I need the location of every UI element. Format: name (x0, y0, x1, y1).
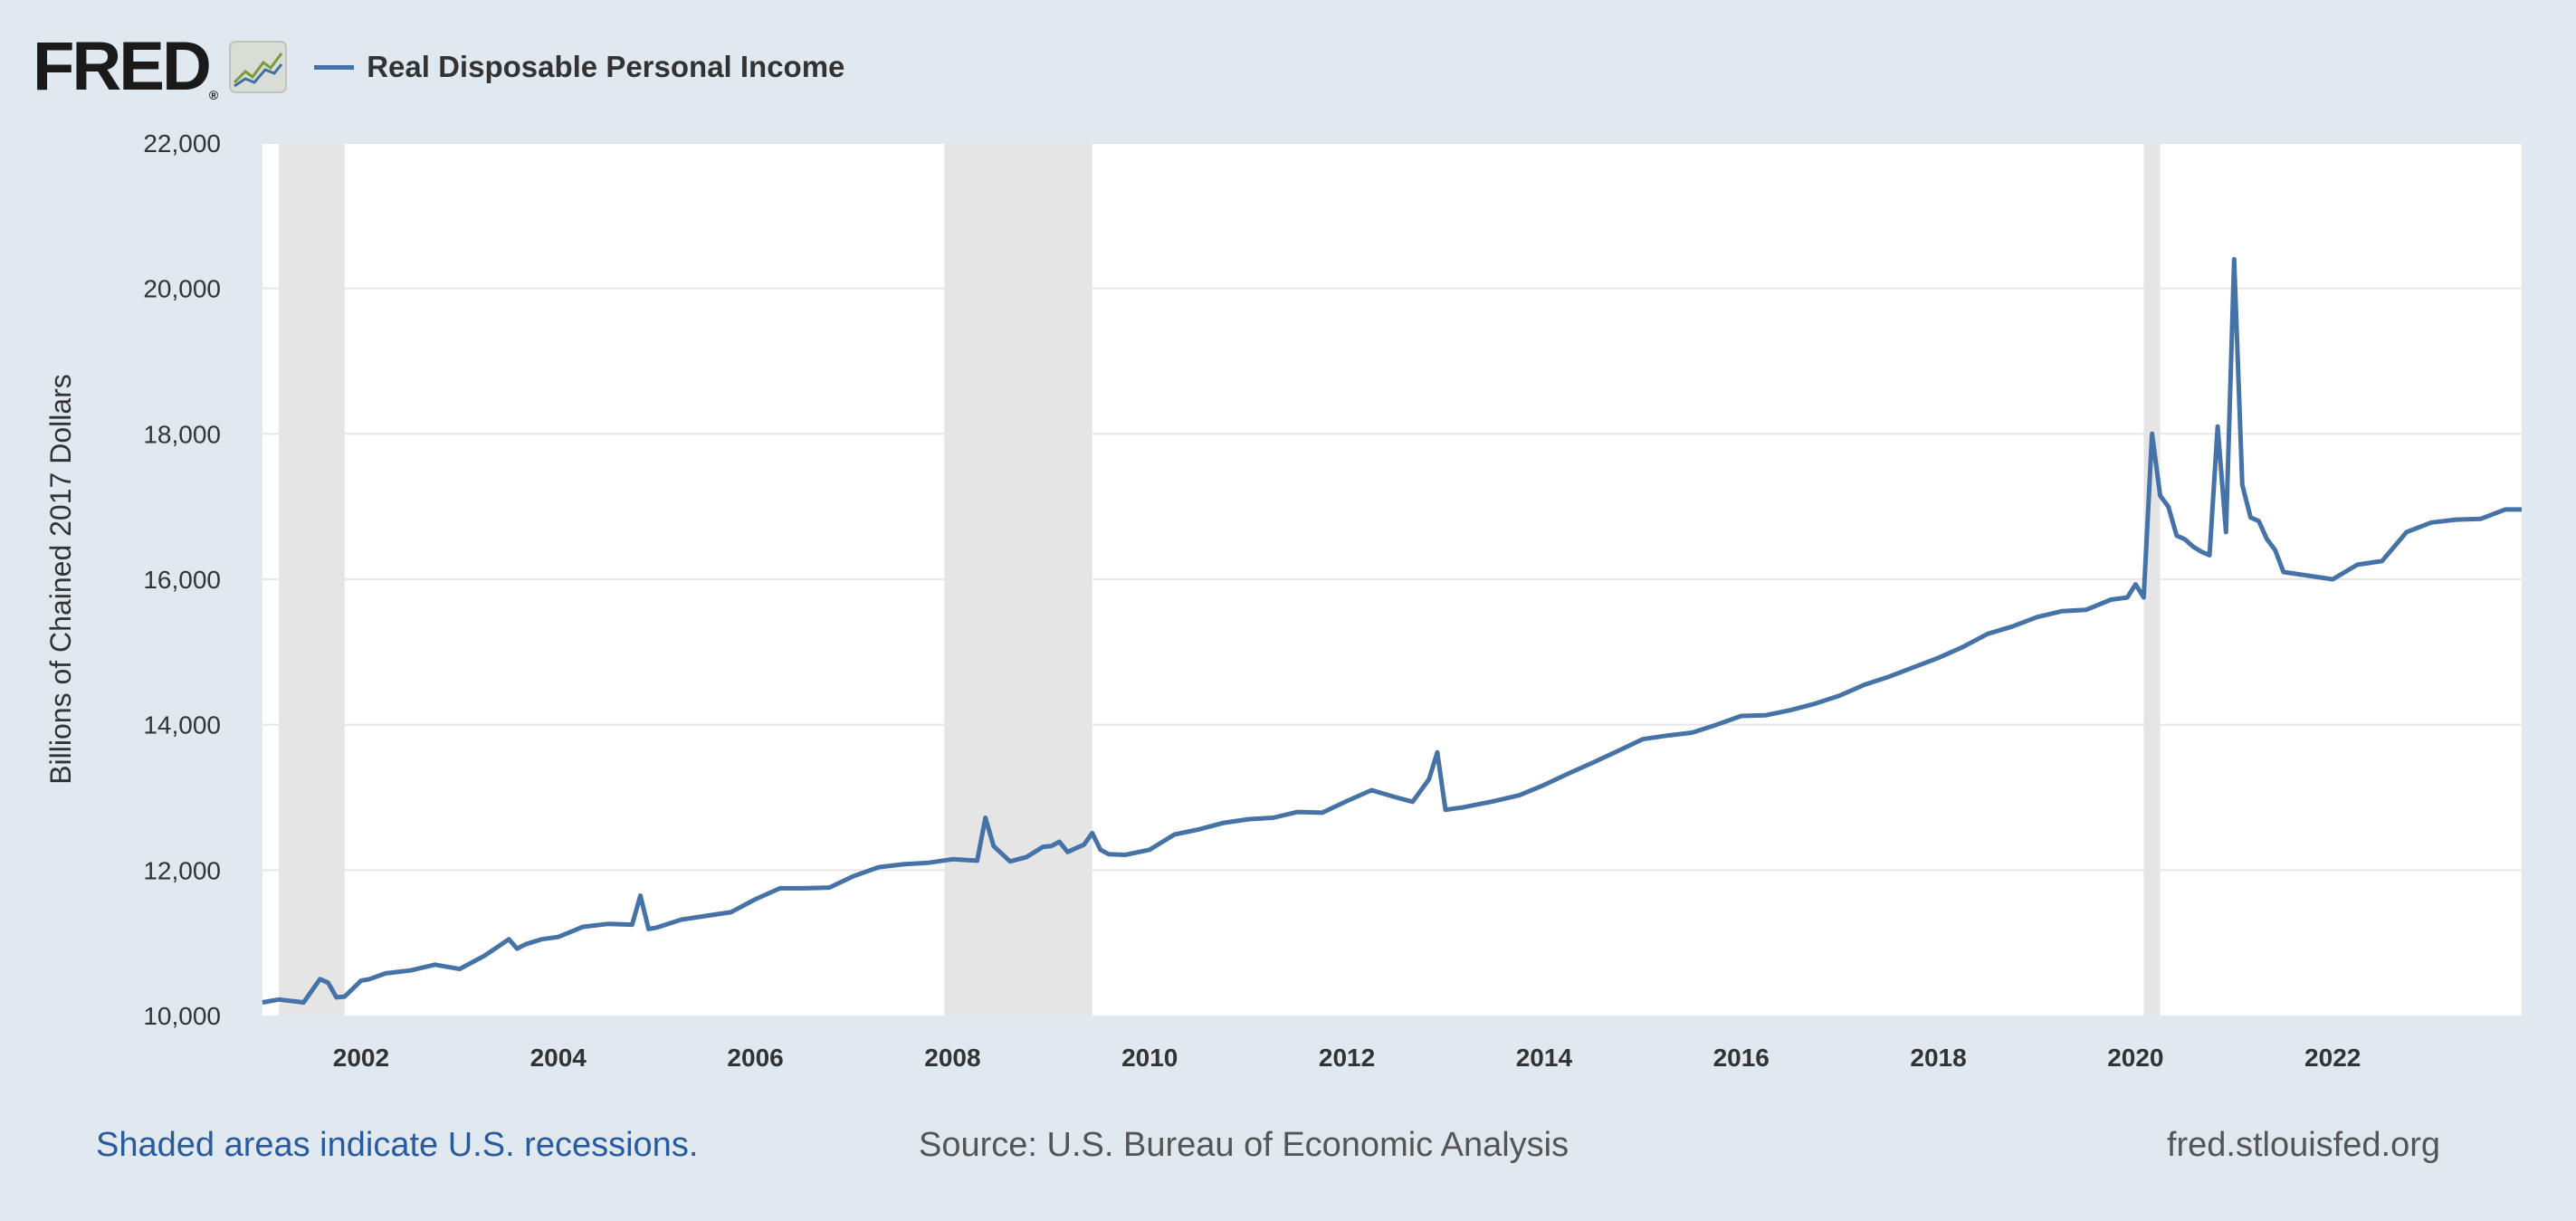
x-tick-label: 2022 (2304, 1044, 2361, 1072)
x-tick-label: 2014 (1516, 1044, 1573, 1072)
series-line-real-disposable-personal-income[interactable] (262, 257, 2522, 1005)
source-note: Source: U.S. Bureau of Economic Analysis (919, 1126, 1569, 1164)
x-tick-label: 2012 (1319, 1044, 1375, 1072)
chart-legend[interactable]: Real Disposable Personal Income (314, 50, 844, 84)
x-tick-label: 2008 (924, 1044, 980, 1072)
grid-lines (262, 142, 2522, 872)
chart-header: FRED® Real Disposable Personal Income (33, 31, 844, 103)
legend-swatch (314, 64, 355, 70)
y-tick-label: 20,000 (143, 275, 221, 303)
x-tick-label: 2020 (2107, 1044, 2163, 1072)
fred-logo[interactable]: FRED® (33, 33, 219, 102)
recession-note: Shaded areas indicate U.S. recessions. (96, 1126, 699, 1164)
x-axis-ticks: 2002 2004 2006 2008 2010 2012 2014 2016 2018 2020… (333, 1044, 2361, 1072)
fred-logo-mark: ® (208, 88, 219, 102)
x-tick-label: 2002 (333, 1044, 389, 1072)
x-tick-label: 2018 (1910, 1044, 1966, 1072)
y-tick-label: 18,000 (143, 420, 221, 448)
x-tick-label: 2010 (1121, 1044, 1178, 1072)
line-graph-icon (229, 41, 288, 93)
site-link[interactable]: fred.stlouisfed.org (2166, 1126, 2440, 1164)
y-tick-label: 12,000 (143, 856, 221, 884)
x-tick-label: 2006 (727, 1044, 783, 1072)
y-axis-ticks: 10,000 12,000 14,000 16,000 18,000 20,000 22,0… (143, 129, 221, 1030)
fred-logo-text: FRED (33, 28, 212, 105)
y-tick-label: 22,000 (143, 129, 221, 157)
y-tick-label: 14,000 (143, 711, 221, 739)
x-tick-label: 2016 (1713, 1044, 1770, 1072)
x-tick-label: 2004 (530, 1044, 587, 1072)
legend-label: Real Disposable Personal Income (367, 50, 845, 83)
y-tick-label: 10,000 (143, 1002, 221, 1030)
y-tick-label: 16,000 (143, 566, 221, 594)
y-axis-label: Billions of Chained 2017 Dollars (44, 374, 77, 785)
